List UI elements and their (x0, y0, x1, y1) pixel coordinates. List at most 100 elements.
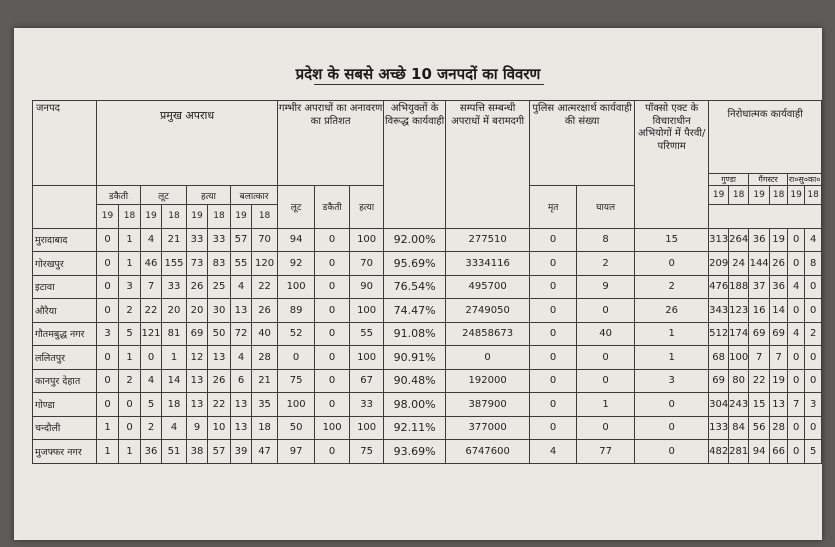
header-major-crimes: प्रमुख अपराध (95, 100, 279, 186)
year-cell: 18 (728, 185, 750, 205)
crime-value-cell: 4 (230, 274, 252, 299)
disclosure-value-cell: 0 (314, 392, 351, 417)
year-cell: 18 (769, 185, 789, 205)
crime-value-cell: 21 (250, 368, 279, 393)
preventive-value-cell: 0 (787, 298, 806, 323)
dead-count-cell: 0 (529, 392, 578, 417)
preventive-value-cell: 5 (804, 439, 823, 464)
preventive-value-cell: 304 (708, 392, 730, 417)
preventive-value-cell: 281 (728, 439, 750, 464)
year-cell: 18 (161, 204, 187, 229)
crime-value-cell: 40 (250, 321, 279, 346)
property-recovery-cell: 277510 (445, 227, 531, 252)
header-balatkar: बलात्कार (229, 185, 279, 205)
crime-value-cell: 2 (118, 368, 141, 393)
preventive-value-cell: 0 (787, 227, 806, 252)
crime-value-cell: 0 (96, 392, 119, 417)
preventive-value-cell: 24 (728, 251, 750, 276)
header-district: जनपद (32, 100, 97, 186)
year-cell: 19 (748, 185, 771, 205)
header-row-4: 19 18 19 18 19 18 19 18 (33, 204, 823, 229)
crime-value-cell: 18 (161, 392, 187, 417)
preventive-value-cell: 482 (708, 439, 730, 464)
pocso-cell: 0 (634, 415, 710, 440)
crime-value-cell: 69 (186, 321, 208, 346)
crime-value-cell: 26 (250, 298, 279, 323)
preventive-value-cell: 69 (708, 368, 730, 393)
action-percent-cell: 95.69% (383, 251, 447, 276)
crime-value-cell: 51 (161, 439, 187, 464)
crime-value-cell: 13 (230, 392, 252, 417)
disclosure-value-cell: 90 (349, 274, 385, 299)
header-hatya: हत्या (186, 185, 231, 205)
preventive-value-cell: 0 (787, 439, 806, 464)
header-rasuka: रा०सु०का० (787, 173, 823, 186)
district-cell: गोरखपुर (32, 251, 97, 276)
property-recovery-cell: 495700 (445, 274, 531, 299)
crime-value-cell: 73 (186, 251, 208, 276)
district-cell: गोण्डा (32, 392, 97, 417)
crime-value-cell: 28 (250, 345, 279, 370)
crime-value-cell: 57 (230, 227, 252, 252)
preventive-value-cell: 69 (748, 321, 771, 346)
action-percent-cell: 91.08% (383, 321, 447, 346)
crime-value-cell: 10 (207, 415, 231, 440)
preventive-value-cell: 7 (748, 345, 771, 370)
district-cell: मुजफ्फर नगर (32, 439, 97, 464)
crime-value-cell: 26 (186, 274, 208, 299)
preventive-value-cell: 22 (748, 368, 771, 393)
crime-value-cell: 0 (96, 227, 119, 252)
crime-value-cell: 50 (207, 321, 231, 346)
disclosure-value-cell: 89 (277, 298, 316, 323)
preventive-value-cell: 0 (804, 415, 823, 440)
disclosure-value-cell: 50 (277, 415, 316, 440)
preventive-value-cell: 209 (708, 251, 730, 276)
preventive-value-cell: 0 (804, 298, 823, 323)
preventive-value-cell: 0 (787, 368, 806, 393)
district-cell: औरैया (32, 298, 97, 323)
crime-value-cell: 13 (186, 368, 208, 393)
crime-value-cell: 4 (230, 345, 252, 370)
dead-count-cell: 0 (529, 227, 578, 252)
pocso-cell: 1 (634, 321, 710, 346)
preventive-value-cell: 37 (748, 274, 771, 299)
table-row: कानपुर देहात 0 2 4 14 13 26 6 21 75 0 67 90.48% 19200… (32, 368, 823, 393)
disclosure-value-cell: 0 (314, 345, 351, 370)
crime-value-cell: 120 (250, 251, 279, 276)
crime-value-cell: 0 (96, 345, 119, 370)
preventive-value-cell: 94 (748, 439, 771, 464)
crime-value-cell: 12 (186, 345, 208, 370)
property-recovery-cell: 377000 (445, 415, 531, 440)
preventive-value-cell: 68 (708, 345, 730, 370)
preventive-value-cell: 26 (769, 251, 789, 276)
pocso-cell: 15 (634, 227, 710, 252)
crime-value-cell: 33 (186, 227, 208, 252)
crime-value-cell: 4 (140, 227, 162, 252)
dead-count-cell: 0 (529, 321, 578, 346)
crime-value-cell: 35 (250, 392, 279, 417)
crime-value-cell: 13 (230, 415, 252, 440)
disclosure-value-cell: 0 (277, 345, 316, 370)
table-row: चन्दौली 1 0 2 4 9 10 13 18 50 100 100 92.11% 377000 0 0… (32, 415, 823, 440)
header-self-defense: पुलिस आत्मरक्षार्थ कार्यवाही की संख्या (529, 100, 636, 186)
document-title: प्रदेश के सबसे अच्छे 10 जनपदों का विवरण (295, 65, 541, 83)
crime-value-cell: 20 (186, 298, 208, 323)
disclosure-value-cell: 100 (314, 415, 351, 440)
preventive-value-cell: 188 (728, 274, 750, 299)
dead-count-cell: 0 (529, 274, 578, 299)
action-percent-cell: 98.00% (383, 392, 447, 417)
disclosure-value-cell: 55 (349, 321, 385, 346)
crime-value-cell: 4 (161, 415, 187, 440)
crime-value-cell: 22 (207, 392, 231, 417)
action-percent-cell: 92.11% (383, 415, 447, 440)
title-underline (314, 84, 544, 85)
disclosure-value-cell: 67 (349, 368, 385, 393)
disclosure-value-cell: 100 (349, 345, 385, 370)
disclosure-value-cell: 0 (314, 439, 351, 464)
preventive-value-cell: 7 (787, 392, 806, 417)
disclosure-value-cell: 0 (314, 368, 351, 393)
district-cell: चन्दौली (32, 415, 97, 440)
disclosure-value-cell: 97 (277, 439, 316, 464)
injured-count-cell: 2 (576, 251, 636, 276)
injured-count-cell: 0 (576, 415, 636, 440)
